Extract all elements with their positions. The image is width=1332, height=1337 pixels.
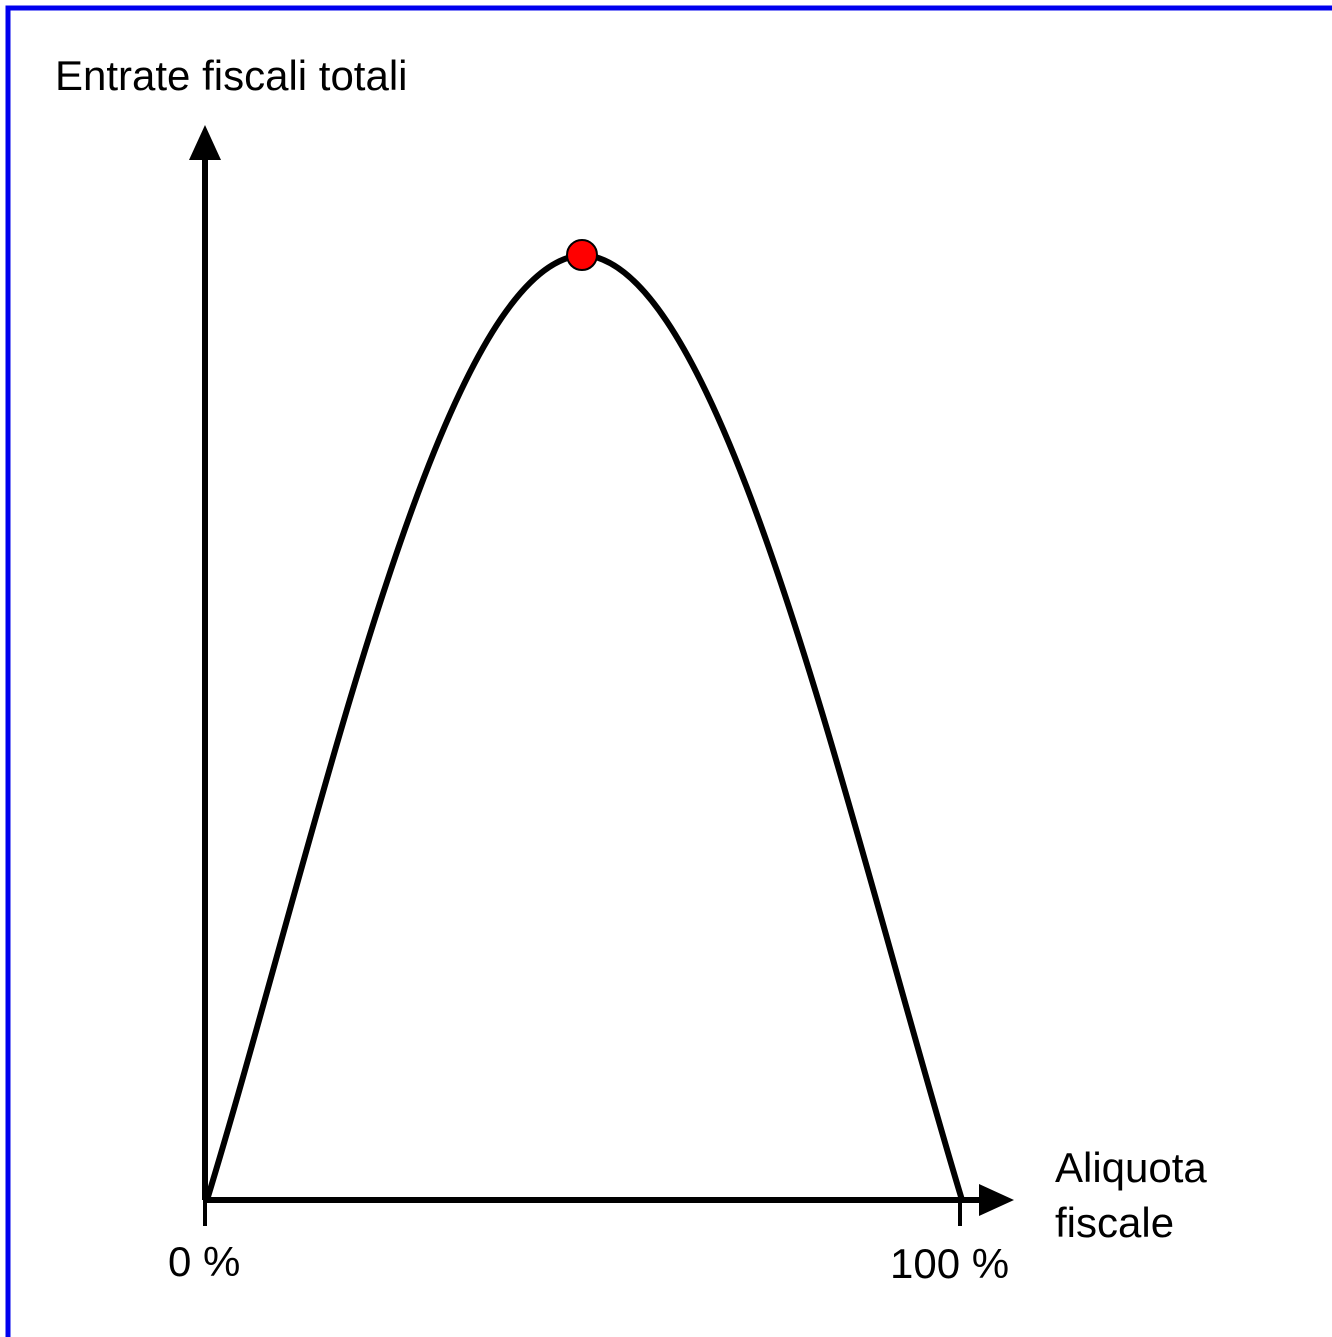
x-axis-label: Aliquota [1055, 1144, 1207, 1191]
y-axis-arrow [189, 125, 221, 160]
x-axis-label: fiscale [1055, 1199, 1174, 1246]
peak-point [566, 239, 598, 271]
frame [5, 5, 1332, 1337]
y-axis-label: Entrate fiscali totali [55, 52, 408, 99]
x-tick-label: 0 % [168, 1238, 240, 1285]
x-tick-label: 100 % [890, 1240, 1009, 1287]
x-axis-arrow [979, 1184, 1014, 1216]
